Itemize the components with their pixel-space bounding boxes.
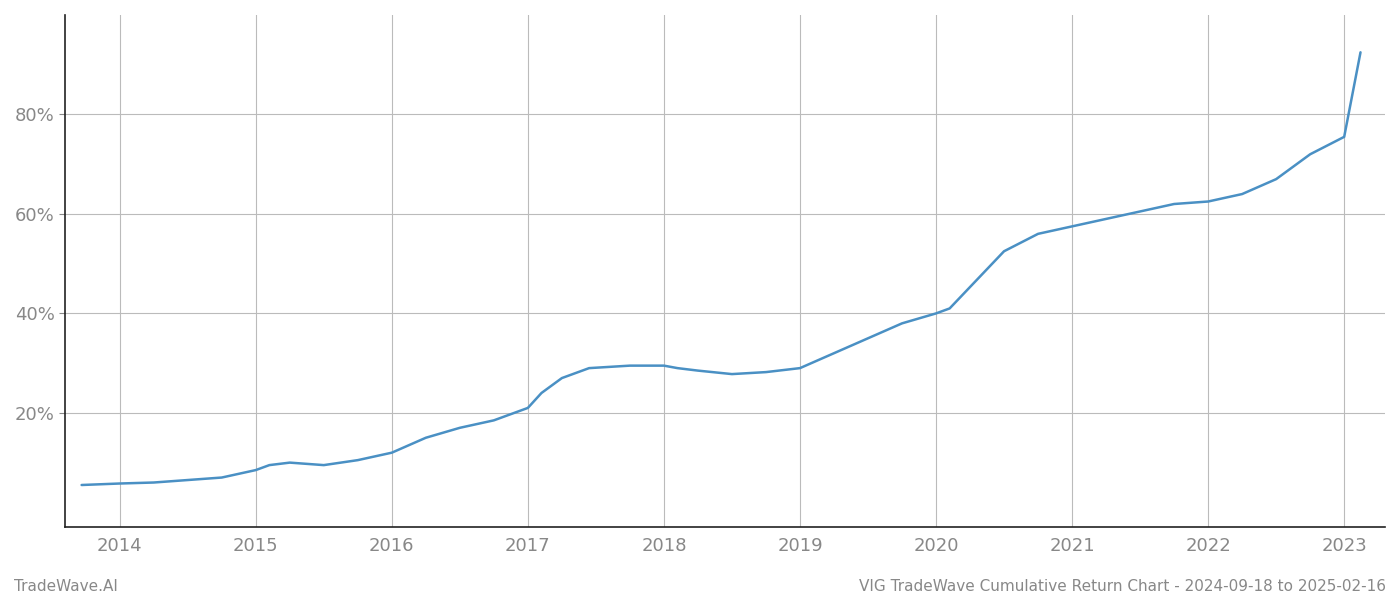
- Text: VIG TradeWave Cumulative Return Chart - 2024-09-18 to 2025-02-16: VIG TradeWave Cumulative Return Chart - …: [860, 579, 1386, 594]
- Text: TradeWave.AI: TradeWave.AI: [14, 579, 118, 594]
